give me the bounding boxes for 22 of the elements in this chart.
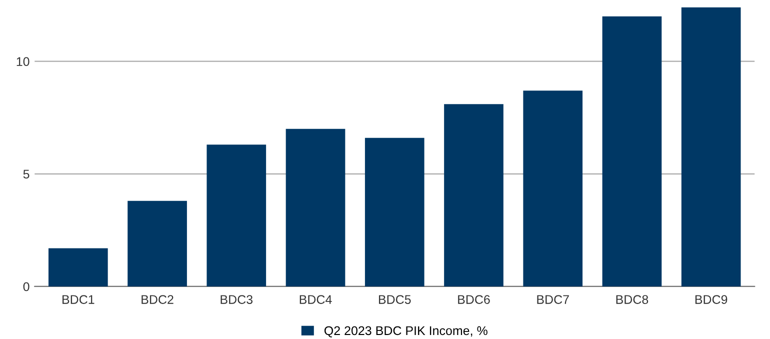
bar: [681, 7, 741, 286]
bar: [286, 128, 346, 286]
x-tick-label: BDC7: [537, 295, 569, 304]
bar: [523, 90, 583, 286]
x-tick-label: BDC4: [300, 295, 332, 304]
bar: [364, 138, 424, 286]
x-tick-label: BDC2: [142, 295, 174, 304]
bar: [128, 200, 187, 286]
x-tick-label: BDC6: [458, 295, 490, 304]
y-tick-label: 0: [23, 282, 30, 292]
bar: [444, 104, 504, 286]
x-tick-label: BDC1: [62, 295, 94, 304]
x-tick-label: BDC9: [695, 295, 728, 304]
bar: [602, 16, 662, 286]
y-tick-label: 10: [16, 57, 30, 66]
x-tick-label: BDC8: [616, 295, 648, 304]
y-tick-label: 5: [23, 170, 30, 179]
legend-label: Q2 2023 BDC PIK Income, %: [324, 326, 488, 338]
bar: [48, 248, 108, 286]
bar: [206, 144, 266, 286]
x-tick-label: BDC3: [220, 295, 253, 304]
x-tick-label: BDC5: [378, 295, 411, 304]
